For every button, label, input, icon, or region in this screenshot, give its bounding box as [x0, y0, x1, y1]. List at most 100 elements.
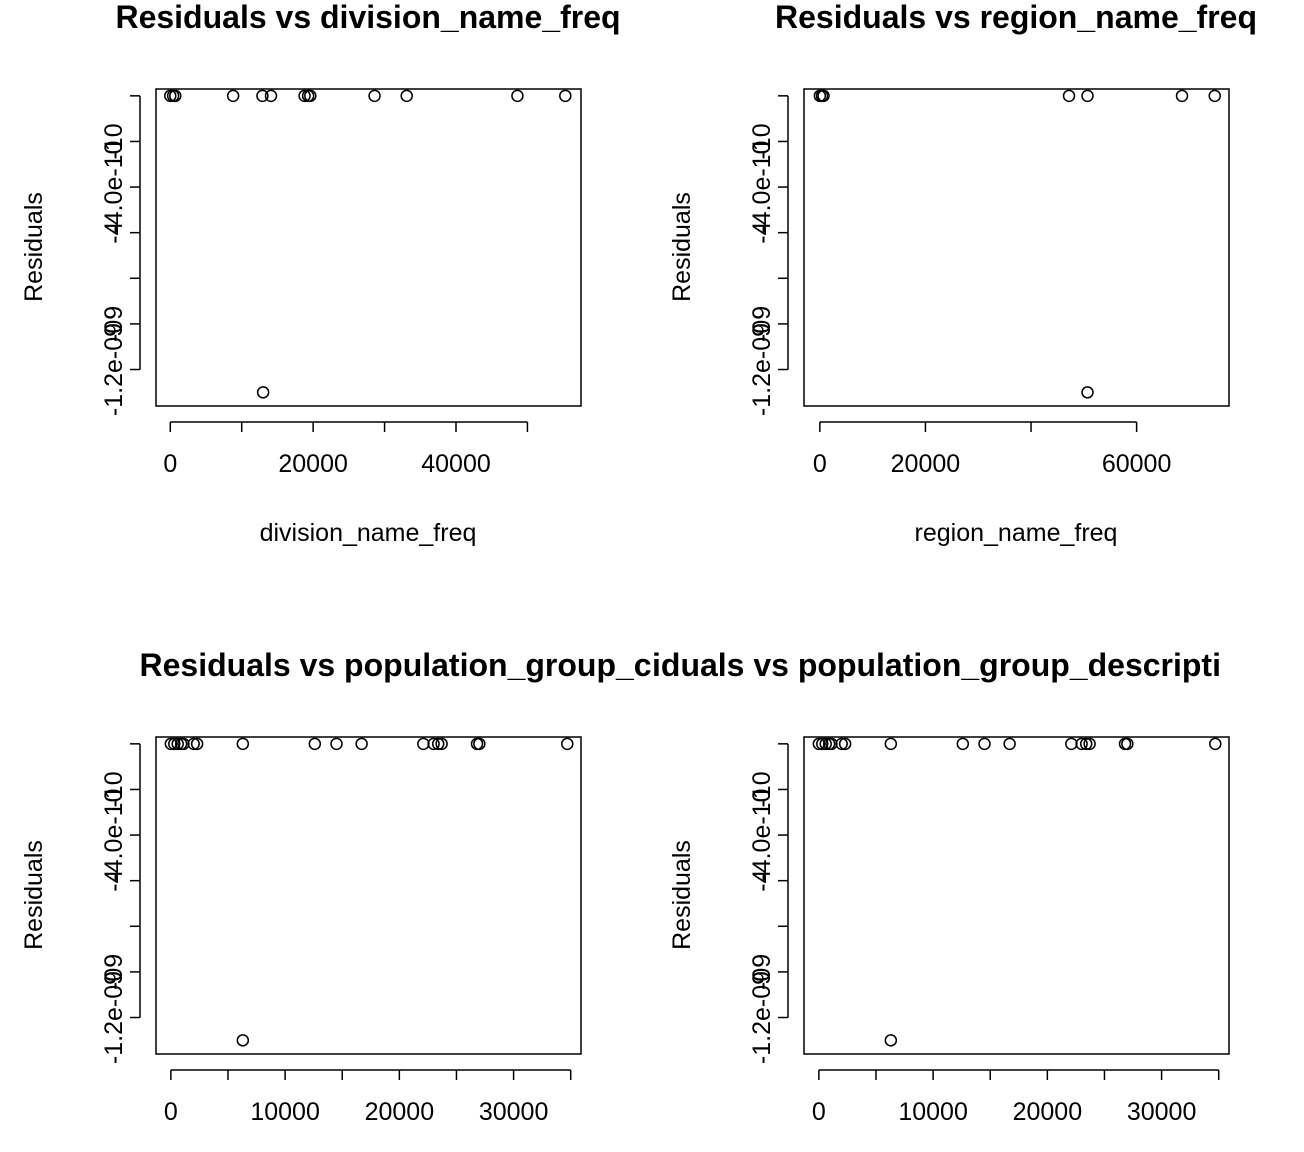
y-tick-label: -1.2e-09: [748, 971, 776, 1064]
x-tick-label: 60000: [1102, 450, 1172, 478]
x-tick-label: 30000: [1127, 1098, 1197, 1126]
x-tick-label: 0: [812, 1098, 826, 1126]
data-point: [355, 737, 368, 751]
x-tick-label: 0: [164, 1098, 178, 1126]
y-axis: -10-4.0e-10-4 -09-1.2e-09: [748, 743, 789, 1064]
data-point: [1209, 737, 1222, 751]
y-axis: -10-4.0e-10-4 -09-1.2e-09: [748, 95, 789, 416]
data-point: [1075, 737, 1088, 751]
y-tick-label: -09: [100, 954, 128, 990]
x-axis: 0 10000 20000 30000: [164, 1069, 572, 1126]
data-point: [511, 89, 524, 103]
data-point: [435, 737, 448, 751]
y-tick-label: -4.0e-10: [748, 789, 776, 882]
y-tick-label: -09: [100, 306, 128, 342]
y-tick-label: -10: [748, 771, 776, 807]
data-point: [561, 737, 574, 751]
data-point: [187, 737, 200, 751]
x-tick-label: 20000: [365, 1098, 435, 1126]
y-axis-label: Residuals: [20, 840, 48, 950]
data-point: [1003, 737, 1016, 751]
y-tick-label: -4: [748, 221, 776, 243]
data-point: [431, 737, 445, 751]
x-tick-label: 10000: [898, 1098, 968, 1126]
data-point: [304, 89, 317, 103]
data-point: [168, 737, 181, 751]
x-axis-label: division_name_freq: [260, 519, 477, 547]
data-point: [1062, 89, 1076, 103]
y-tick-label: -4.0e-10: [748, 141, 776, 234]
data-point: [298, 89, 311, 103]
panel-region-name-freq: Residuals vs region_name_freq region_nam…: [668, 0, 1257, 547]
plot-frame: [803, 88, 1230, 407]
y-tick-label: -4.0e-10: [100, 141, 128, 234]
y-tick-label: -4.0e-10: [100, 789, 128, 882]
data-point: [1208, 89, 1221, 103]
y-axis-label: Residuals: [668, 840, 696, 950]
data-point: [816, 737, 829, 751]
data-point: [256, 386, 270, 399]
y-axis: -10-4.0e-10-4 -09-1.2e-09: [100, 743, 141, 1064]
y-tick-label: -1.2e-09: [748, 323, 776, 416]
data-point: [956, 737, 970, 751]
data-point: [559, 89, 572, 103]
chart-title: Residuals vs division_name_freq: [115, 0, 620, 35]
x-tick-label: 0: [813, 450, 827, 478]
y-tick-label: -1.2e-09: [100, 323, 128, 416]
scatter-points: [812, 737, 1222, 1047]
data-point: [835, 737, 848, 751]
data-point: [171, 737, 184, 751]
data-point: [226, 89, 240, 103]
y-tick-label: -4: [748, 869, 776, 891]
data-point: [1079, 737, 1093, 751]
x-tick-label: 30000: [479, 1098, 549, 1126]
y-axis-label: Residuals: [668, 192, 696, 302]
x-tick-label: 20000: [278, 450, 348, 478]
x-axis-label: region_name_freq: [915, 519, 1118, 547]
y-tick-label: -4: [100, 869, 128, 891]
y-tick-label: -4: [100, 221, 128, 243]
data-point: [264, 89, 278, 103]
scatter-points: [164, 89, 572, 399]
data-point: [817, 89, 830, 103]
data-point: [838, 737, 852, 751]
data-point: [330, 737, 343, 751]
y-axis-label: Residuals: [20, 192, 48, 302]
panel-population-group-description: iduals vs population_group_descripti Res…: [652, 640, 1304, 1126]
y-tick-label: -09: [748, 954, 776, 990]
panel-division-name-freq: Residuals vs division_name_freq division…: [20, 0, 621, 547]
data-point: [169, 89, 182, 103]
data-point: [473, 737, 486, 751]
data-point: [368, 89, 381, 103]
chart-title: Residuals vs region_name_freq: [775, 0, 1257, 35]
x-tick-label: 0: [163, 450, 177, 478]
y-tick-label: -10: [100, 123, 128, 159]
data-point: [884, 1034, 898, 1047]
x-axis: 0 20000 60000: [813, 421, 1172, 478]
data-point: [427, 737, 440, 751]
scatter-points: [813, 89, 1221, 399]
data-point: [978, 737, 991, 751]
data-point: [417, 737, 430, 751]
data-point: [1081, 386, 1094, 399]
data-point: [1065, 737, 1078, 751]
x-axis: 0 20000 40000: [163, 421, 529, 478]
y-tick-label: -10: [100, 771, 128, 807]
data-point: [308, 737, 322, 751]
title-background: [652, 640, 1304, 686]
chart-title: Residuals vs population_group_code: [140, 647, 709, 683]
data-point: [884, 737, 898, 751]
data-point: [236, 1034, 250, 1047]
data-point: [819, 737, 832, 751]
x-tick-label: 40000: [421, 450, 491, 478]
chart-title: iduals vs population_group_descripti: [652, 647, 1221, 683]
y-axis: -10-4.0e-10-4 -09-1.2e-09: [100, 95, 141, 416]
plot-frame: [155, 88, 582, 407]
x-tick-label: 20000: [1013, 1098, 1083, 1126]
panel-population-group-code: Residuals vs population_group_code Resid…: [20, 647, 708, 1126]
plot-frame: [155, 736, 582, 1055]
data-point: [236, 737, 250, 751]
data-point: [1083, 737, 1096, 751]
data-point: [1121, 737, 1134, 751]
